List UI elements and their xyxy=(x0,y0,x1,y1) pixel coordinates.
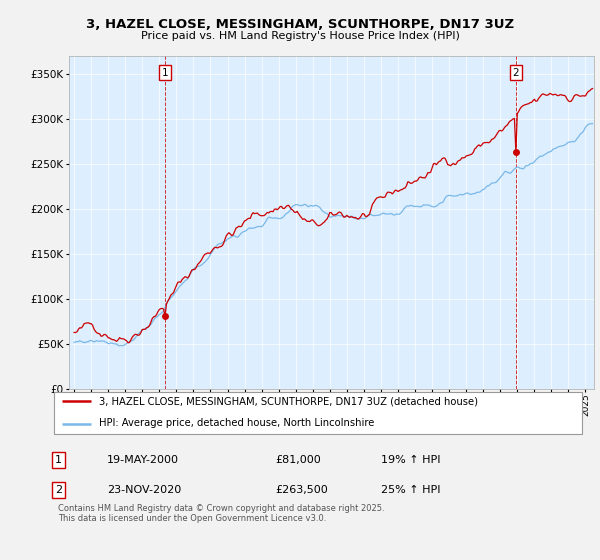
Text: 19-MAY-2000: 19-MAY-2000 xyxy=(107,455,179,465)
Text: HPI: Average price, detached house, North Lincolnshire: HPI: Average price, detached house, Nort… xyxy=(99,418,374,428)
Text: £81,000: £81,000 xyxy=(276,455,322,465)
Text: 3, HAZEL CLOSE, MESSINGHAM, SCUNTHORPE, DN17 3UZ (detached house): 3, HAZEL CLOSE, MESSINGHAM, SCUNTHORPE, … xyxy=(99,396,478,406)
Text: 1: 1 xyxy=(162,68,169,78)
Text: Contains HM Land Registry data © Crown copyright and database right 2025.
This d: Contains HM Land Registry data © Crown c… xyxy=(58,504,385,523)
Text: £263,500: £263,500 xyxy=(276,485,329,495)
Text: 3, HAZEL CLOSE, MESSINGHAM, SCUNTHORPE, DN17 3UZ: 3, HAZEL CLOSE, MESSINGHAM, SCUNTHORPE, … xyxy=(86,18,514,31)
Text: 23-NOV-2020: 23-NOV-2020 xyxy=(107,485,181,495)
Text: 1: 1 xyxy=(55,455,62,465)
Text: 2: 2 xyxy=(512,68,519,78)
Text: 19% ↑ HPI: 19% ↑ HPI xyxy=(382,455,441,465)
Text: Price paid vs. HM Land Registry's House Price Index (HPI): Price paid vs. HM Land Registry's House … xyxy=(140,31,460,41)
Text: 25% ↑ HPI: 25% ↑ HPI xyxy=(382,485,441,495)
Text: 2: 2 xyxy=(55,485,62,495)
